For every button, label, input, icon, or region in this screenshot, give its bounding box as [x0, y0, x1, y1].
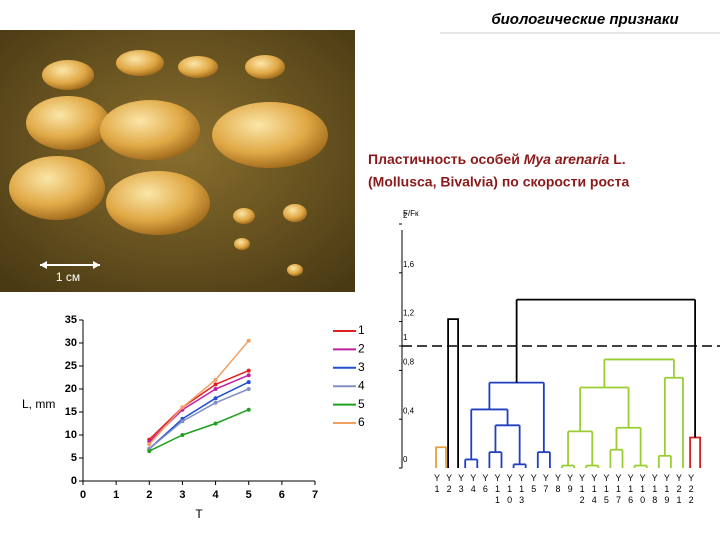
legend-label: 5	[358, 397, 365, 411]
subtitle-text: L.	[609, 151, 625, 167]
x-tick-label: 2	[146, 489, 152, 501]
y-tick-label: 35	[65, 314, 77, 326]
leaf-label: Y1	[432, 473, 442, 495]
subtitle-species: Mya arenaria	[524, 151, 610, 167]
point	[213, 377, 218, 382]
y-tick-label: 30	[65, 337, 77, 349]
leaf-label: Y8	[553, 473, 563, 495]
leaf-label: Y14	[589, 473, 599, 506]
leaf-label: Y17	[614, 473, 624, 506]
y-tick-label: 0,8	[403, 358, 415, 367]
point	[246, 387, 251, 391]
point	[246, 368, 251, 373]
leaf-label: Y21	[674, 473, 684, 506]
point	[213, 382, 218, 387]
point	[213, 421, 218, 426]
leaf-label: Y6	[480, 473, 490, 495]
point	[147, 449, 152, 454]
leaf-label: Y10	[505, 473, 515, 506]
x-tick-label: 7	[312, 489, 318, 501]
photo: 1 см	[0, 30, 355, 292]
shells	[9, 50, 328, 276]
legend-label: 2	[358, 342, 365, 356]
legend-label: 4	[358, 378, 365, 392]
legend-label: 1	[358, 323, 365, 337]
point	[180, 419, 185, 424]
leaf-label: Y16	[626, 473, 636, 506]
point	[246, 407, 251, 412]
leaf-label: Y22	[686, 473, 696, 506]
x-tick-label: 1	[113, 489, 119, 501]
series-line	[148, 409, 250, 452]
x-tick-label: 4	[213, 489, 220, 501]
series-line	[148, 388, 250, 450]
x-tick-label: 3	[179, 489, 185, 501]
y-tick-label: 1,2	[403, 309, 415, 318]
y-axis-label: L, mm	[22, 397, 55, 411]
y-tick-label: 0	[403, 455, 408, 464]
leaf-label: Y7	[541, 473, 551, 495]
y-tick-label: 15	[65, 406, 77, 418]
leaf-label: Y13	[517, 473, 527, 506]
y-tick-label: 25	[65, 360, 77, 372]
point	[213, 387, 218, 391]
point	[213, 396, 218, 401]
x-axis-label: T	[195, 507, 203, 521]
y-tick-label: 20	[65, 383, 77, 395]
series-line	[148, 369, 250, 441]
point	[246, 373, 251, 378]
x-tick-label: 0	[80, 489, 86, 501]
x-tick-label: 5	[246, 489, 252, 501]
leaf-label: Y9	[565, 473, 575, 495]
leaf-label: Y15	[601, 473, 611, 506]
y-tick-label: 10	[65, 429, 77, 441]
leaf-label: Y19	[662, 473, 672, 506]
scale-arrows	[40, 261, 100, 269]
point	[246, 380, 251, 385]
leaf-label: Y10	[638, 473, 648, 506]
y-axis-label: F/Fк	[403, 209, 419, 218]
point	[180, 433, 185, 437]
point	[213, 400, 218, 405]
x-tick-label: 6	[279, 489, 285, 501]
y-tick-label: 0	[71, 475, 77, 487]
series-line	[148, 340, 250, 445]
leaf-label: Y5	[529, 473, 539, 495]
leaf-label: Y3	[456, 473, 466, 495]
scale-label: 1 см	[56, 270, 80, 284]
legend-label: 6	[358, 415, 365, 429]
subtitle-line-1: Пластичность особей Mya arenaria L.	[368, 151, 626, 167]
y-tick-label: 2	[403, 211, 408, 220]
y-tick-label: 1	[403, 333, 408, 342]
leaf-label: Y4	[468, 473, 478, 495]
y-tick-label: 1,6	[403, 260, 415, 269]
cluster-link	[689, 436, 701, 468]
point	[246, 338, 251, 343]
subtitle-text: Пластичность особей	[368, 151, 524, 167]
leaf-label: Y11	[493, 473, 503, 506]
slide-title: биологические признаки	[491, 11, 678, 28]
leaf-label: Y2	[444, 473, 454, 495]
leaf-label: Y18	[650, 473, 660, 506]
y-tick-label: 0,4	[403, 406, 415, 415]
point	[180, 405, 185, 410]
legend-label: 3	[358, 360, 365, 374]
subtitle-line-2: (Mollusca, Bivalvia) по скорости роста	[368, 174, 629, 190]
y-tick-label: 5	[71, 452, 77, 464]
cluster-link	[435, 446, 447, 468]
point	[147, 442, 152, 447]
cluster-link	[447, 318, 459, 468]
series-line	[148, 381, 250, 450]
leaf-label: Y12	[577, 473, 587, 506]
